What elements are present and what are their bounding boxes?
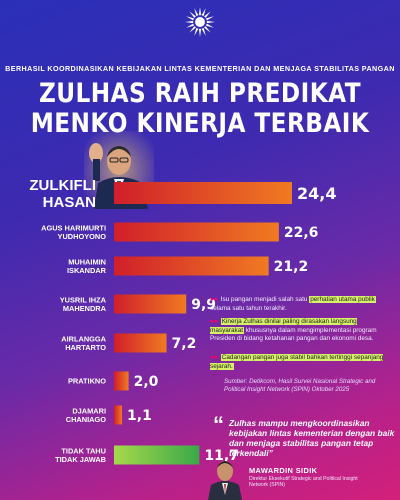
- bar-5: [114, 371, 129, 391]
- note-1-pre: Isu pangan menjadi salah satu: [220, 296, 310, 303]
- bar-0: [114, 182, 292, 204]
- bar-1: [114, 222, 279, 242]
- value-label-1: 22,6: [284, 225, 319, 241]
- sun-logo-icon: [185, 7, 215, 37]
- value-label-0: 24,4: [297, 184, 336, 203]
- quote-mark: “: [213, 412, 224, 437]
- category-label-1-0: AGUS HARIMURTI: [41, 223, 106, 232]
- category-label-2-1: ISKANDAR: [67, 266, 107, 275]
- category-label-3-1: MAHENDRA: [63, 304, 107, 313]
- bar-3: [114, 294, 187, 314]
- speaker-name: MAWARDIN SIDIK: [249, 466, 318, 475]
- note-2-post: khususnya dalam mengimplementasi program…: [210, 326, 377, 343]
- kicker-text: BERHASIL KOORDINASIKAN KEBIJAKAN LINTAS …: [5, 64, 395, 73]
- quote-text: Zulhas mampu mengkoordinasikan kebijakan…: [229, 418, 395, 458]
- bullet-icon: ●●: [210, 296, 218, 303]
- bar-2: [114, 256, 269, 276]
- bar-6: [114, 405, 123, 425]
- bullet-icon: ●●: [210, 318, 218, 325]
- value-label-6: 1,1: [127, 408, 152, 424]
- bar-4: [114, 333, 167, 353]
- value-label-7: 11,7: [204, 448, 239, 464]
- category-label-3-0: YUSRIL IHZA: [60, 295, 107, 304]
- value-label-5: 2,0: [134, 374, 159, 390]
- category-label-4-1: HARTARTO: [65, 343, 106, 352]
- category-label-2-0: MUHAIMIN: [68, 257, 106, 266]
- category-label-6-1: CHANIAGO: [66, 415, 106, 424]
- note-3-highlight: Cadangan pangan juga stabil bahkan terti…: [210, 354, 384, 370]
- note-3: ●● Cadangan pangan juga stabil bahkan ter…: [210, 354, 388, 371]
- category-label-0-0: ZULKIFLI: [29, 177, 96, 194]
- speaker-photo: [208, 461, 242, 500]
- headline-line-1: ZULHAS RAIH PREDIKAT: [39, 78, 361, 109]
- category-label-0-1: HASAN: [43, 194, 96, 211]
- value-label-3: 9,9: [191, 297, 216, 313]
- note-1-post: selama satu tahun terakhir.: [210, 304, 287, 312]
- category-label-7-1: TIDAK JAWAB: [55, 455, 106, 464]
- category-label-4-0: AIRLANGGA: [61, 334, 106, 343]
- value-label-4: 7,2: [172, 336, 197, 352]
- note-1: ●● Isu pangan menjadi salah satu perhatia…: [210, 296, 388, 313]
- note-2: ●● Kinerja Zulhas dinilai paling dirasaka…: [210, 318, 388, 344]
- note-1-highlight: perhatian utama publik: [309, 296, 376, 303]
- bar-7: [114, 445, 200, 465]
- category-label-6-0: DJAMARI: [72, 406, 106, 415]
- source-text: Sumber: Detikcom, Hasil Survei Nasional …: [224, 378, 376, 394]
- category-label-5-0: PRATIKNO: [68, 377, 106, 386]
- bullet-icon: ●●: [210, 354, 218, 361]
- category-label-1-1: YUDHOYONO: [58, 232, 107, 241]
- speaker-title: Direktur Eksekutif Strategic and Politic…: [249, 476, 358, 489]
- category-label-7-0: TIDAK TAHU: [61, 446, 106, 455]
- value-label-2: 21,2: [274, 259, 309, 275]
